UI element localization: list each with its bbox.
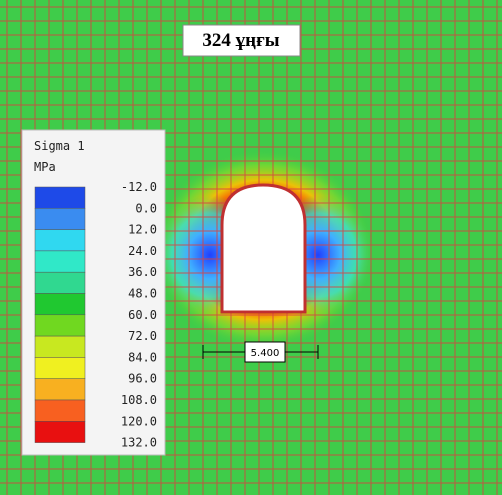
legend-swatch <box>35 336 85 357</box>
legend-swatch <box>35 357 85 378</box>
legend-label: 120.0 <box>121 414 157 428</box>
legend-title: Sigma 1 <box>34 139 85 153</box>
legend-label: 132.0 <box>121 436 157 450</box>
legend-swatch <box>35 379 85 400</box>
legend-label: 0.0 <box>135 201 157 215</box>
legend-swatch <box>35 294 85 315</box>
legend-label: 72.0 <box>128 329 157 343</box>
dimension-label: 5.400 <box>251 348 280 359</box>
legend-swatch <box>35 400 85 421</box>
title: 324 ұңғы <box>202 30 279 51</box>
stress-plot: 324 ұңғы 5.400 Sigma 1 MPa -12.0 0.0 12.0 2… <box>0 0 502 495</box>
legend-swatch <box>35 230 85 251</box>
legend-label: 96.0 <box>128 372 157 386</box>
legend-label: 84.0 <box>128 350 157 364</box>
legend: Sigma 1 MPa -12.0 0.0 12.0 24.0 36.0 48.0 60.0… <box>22 130 165 455</box>
legend-label: 108.0 <box>121 393 157 407</box>
legend-swatch <box>35 187 85 208</box>
opening <box>222 185 305 312</box>
legend-label: 48.0 <box>128 287 157 301</box>
legend-swatch <box>35 315 85 336</box>
legend-label: -12.0 <box>121 180 157 194</box>
legend-unit: MPa <box>34 160 56 174</box>
legend-label: 60.0 <box>128 308 157 322</box>
legend-swatch <box>35 208 85 229</box>
legend-label: 36.0 <box>128 265 157 279</box>
legend-swatch <box>35 421 85 442</box>
legend-label: 24.0 <box>128 244 157 258</box>
legend-label: 12.0 <box>128 223 157 237</box>
legend-swatch <box>35 251 85 272</box>
legend-swatch <box>35 272 85 293</box>
